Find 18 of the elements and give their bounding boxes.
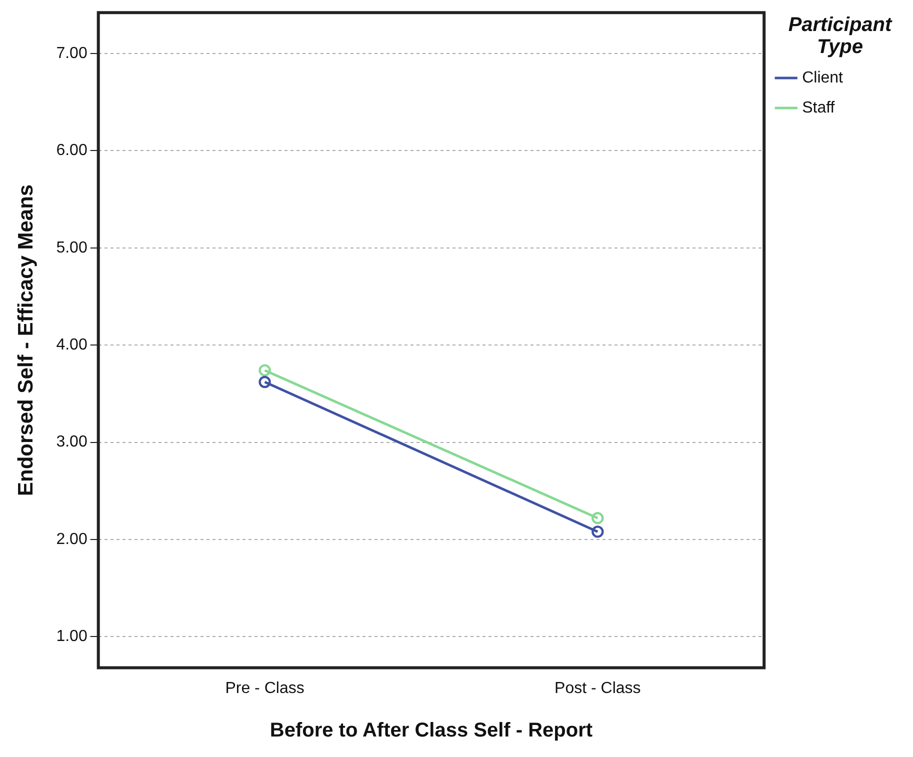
point [592,512,604,524]
y-tick-label: 2.00 [56,530,88,548]
legend-title: Participant Type [787,14,894,58]
y-axis-title: Endorsed Self - Efficacy Means [14,184,38,496]
y-tick-label: 6.00 [56,142,88,160]
legend-label: Client [802,69,844,86]
x-tick-label: Post - Class [554,680,641,697]
y-tick-label: 1.00 [56,628,88,646]
x-tick-label: Pre - Class [225,680,304,697]
point [592,526,604,538]
y-tick-label: 3.00 [56,434,88,451]
y-tick-label: 4.00 [56,336,88,354]
x-axis-title: Before to After Class Self - Report [270,720,593,742]
point [258,364,271,376]
point [258,376,271,388]
y-tick-label: 5.00 [56,239,88,256]
y-tick-label: 7.00 [56,44,88,62]
legend-label: Staff [802,99,836,116]
